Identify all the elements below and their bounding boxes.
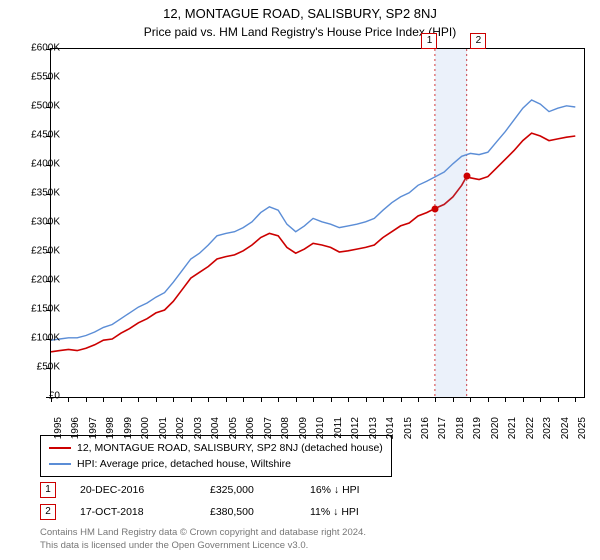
- highlight-band: [435, 49, 467, 397]
- series-line: [51, 133, 575, 352]
- legend-label: HPI: Average price, detached house, Wilt…: [77, 456, 291, 472]
- legend-swatch: [49, 447, 71, 450]
- series-line: [51, 100, 575, 340]
- sale-row: 1 20-DEC-2016£325,00016% ↓ HPI: [40, 479, 430, 501]
- x-tick-label: 2003: [193, 417, 204, 447]
- y-tick-label: £100K: [14, 333, 60, 344]
- footer-text: Contains HM Land Registry data © Crown c…: [40, 526, 366, 552]
- y-tick-label: £500K: [14, 101, 60, 112]
- sale-row-marker: 1: [40, 482, 56, 498]
- x-tick-label: 2023: [542, 417, 553, 447]
- x-tick-label: 2025: [577, 417, 588, 447]
- y-tick-label: £250K: [14, 246, 60, 257]
- x-tick-label: 2014: [385, 417, 396, 447]
- x-tick-label: 1998: [105, 417, 116, 447]
- y-tick-label: £150K: [14, 304, 60, 315]
- sale-diff: 11% ↓ HPI: [310, 506, 430, 518]
- y-tick-label: £400K: [14, 159, 60, 170]
- x-tick-label: 2001: [158, 417, 169, 447]
- y-tick-label: £0: [14, 391, 60, 402]
- x-tick-label: 2009: [298, 417, 309, 447]
- sale-price: £380,500: [210, 506, 310, 518]
- sale-marker-box: 2: [470, 33, 486, 49]
- sale-dot: [463, 173, 470, 180]
- y-tick-label: £450K: [14, 130, 60, 141]
- x-tick-label: 2024: [560, 417, 571, 447]
- sale-diff: 16% ↓ HPI: [310, 484, 430, 496]
- x-tick-label: 2010: [315, 417, 326, 447]
- sale-row-marker: 2: [40, 504, 56, 520]
- footer-line2: This data is licensed under the Open Gov…: [40, 539, 366, 552]
- y-tick-label: £300K: [14, 217, 60, 228]
- sale-date: 17-OCT-2018: [80, 506, 210, 518]
- x-tick-label: 2002: [175, 417, 186, 447]
- sale-price: £325,000: [210, 484, 310, 496]
- x-tick-label: 2006: [245, 417, 256, 447]
- x-tick-label: 2022: [525, 417, 536, 447]
- x-tick-label: 2012: [350, 417, 361, 447]
- sale-date: 20-DEC-2016: [80, 484, 210, 496]
- chart-subtitle: Price paid vs. HM Land Registry's House …: [0, 21, 600, 39]
- x-tick-label: 2011: [333, 417, 344, 447]
- x-tick-label: 1999: [123, 417, 134, 447]
- plot-area: 12: [50, 48, 585, 398]
- footer-line1: Contains HM Land Registry data © Crown c…: [40, 526, 366, 539]
- sale-marker-box: 1: [421, 33, 437, 49]
- x-tick-label: 1996: [70, 417, 81, 447]
- chart-title: 12, MONTAGUE ROAD, SALISBURY, SP2 8NJ: [0, 0, 600, 21]
- x-tick-label: 2021: [507, 417, 518, 447]
- x-tick-label: 2004: [210, 417, 221, 447]
- sale-row: 2 17-OCT-2018£380,50011% ↓ HPI: [40, 501, 430, 523]
- x-tick-label: 2008: [280, 417, 291, 447]
- chart-svg: [51, 49, 584, 397]
- y-tick-label: £200K: [14, 275, 60, 286]
- x-tick-label: 2017: [437, 417, 448, 447]
- legend-swatch: [49, 463, 71, 466]
- x-tick-label: 2020: [490, 417, 501, 447]
- sale-dot: [431, 205, 438, 212]
- y-tick-label: £50K: [14, 362, 60, 373]
- x-tick-label: 2000: [140, 417, 151, 447]
- x-tick-label: 2005: [228, 417, 239, 447]
- x-tick-label: 1995: [53, 417, 64, 447]
- y-tick-label: £600K: [14, 43, 60, 54]
- x-tick-label: 2015: [403, 417, 414, 447]
- x-tick-label: 2007: [263, 417, 274, 447]
- x-tick-label: 2013: [368, 417, 379, 447]
- sale-table: 1 20-DEC-2016£325,00016% ↓ HPI 2 17-OCT-201…: [40, 479, 430, 523]
- x-tick-label: 2018: [455, 417, 466, 447]
- y-tick-label: £350K: [14, 188, 60, 199]
- legend-item: HPI: Average price, detached house, Wilt…: [49, 456, 383, 472]
- x-tick-label: 1997: [88, 417, 99, 447]
- chart-container: 12, MONTAGUE ROAD, SALISBURY, SP2 8NJ Pr…: [0, 0, 600, 560]
- x-tick-label: 2016: [420, 417, 431, 447]
- x-tick-label: 2019: [472, 417, 483, 447]
- y-tick-label: £550K: [14, 72, 60, 83]
